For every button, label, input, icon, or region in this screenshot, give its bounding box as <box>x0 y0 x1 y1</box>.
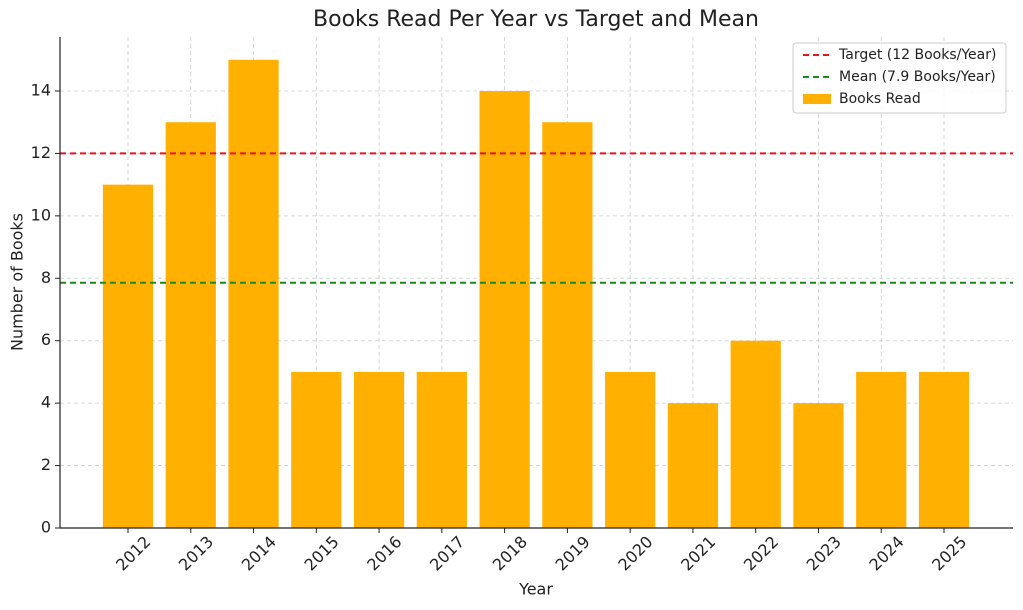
bar <box>542 122 593 528</box>
y-tick-label: 0 <box>41 518 51 537</box>
x-tick-label: 2021 <box>677 532 719 574</box>
x-tick-label: 2012 <box>112 532 154 574</box>
legend-label: Target (12 Books/Year) <box>838 47 996 63</box>
x-tick-label: 2013 <box>175 532 217 574</box>
x-tick-label: 2016 <box>363 532 405 574</box>
bar <box>856 371 907 528</box>
bar <box>416 371 467 528</box>
y-tick-label: 6 <box>41 330 51 349</box>
y-tick-label: 12 <box>31 143 51 162</box>
legend: Target (12 Books/Year) Mean (7.9 Books/Ye… <box>792 42 1007 114</box>
x-tick-label: 2024 <box>865 532 907 574</box>
y-tick-label: 10 <box>31 205 51 224</box>
bar <box>479 91 530 528</box>
bar <box>228 59 279 528</box>
bar <box>353 371 405 528</box>
x-tick-label: 2018 <box>489 532 531 574</box>
x-tick-label: 2020 <box>614 532 656 574</box>
y-tick-label: 14 <box>31 81 51 100</box>
legend-label: Mean (7.9 Books/Year) <box>839 69 996 85</box>
x-tick-label: 2025 <box>928 532 970 574</box>
legend-label: Books Read <box>839 91 921 107</box>
x-axis-label: Year <box>518 580 553 599</box>
x-tick-label: 2017 <box>426 532 468 574</box>
x-tick-label: 2023 <box>803 532 845 574</box>
bar <box>667 403 719 528</box>
bar <box>605 371 656 528</box>
chart-title: Books Read Per Year vs Target and Mean <box>313 7 759 32</box>
bar <box>918 371 970 528</box>
y-tick-label: 4 <box>41 393 51 412</box>
x-tick-label: 2015 <box>300 532 342 574</box>
x-tick-label: 2022 <box>740 532 782 574</box>
bar <box>102 184 154 528</box>
legend-swatch <box>803 94 831 104</box>
x-tick-label: 2014 <box>238 532 280 574</box>
x-tick-label: 2019 <box>552 532 594 574</box>
y-tick-label: 8 <box>41 268 51 287</box>
legend-box <box>792 42 1007 114</box>
y-axis-label: Number of Books <box>8 213 27 351</box>
bar <box>793 403 844 528</box>
bar <box>730 340 781 528</box>
y-tick-label: 2 <box>41 455 51 474</box>
bar <box>165 122 216 528</box>
bar <box>291 371 342 528</box>
